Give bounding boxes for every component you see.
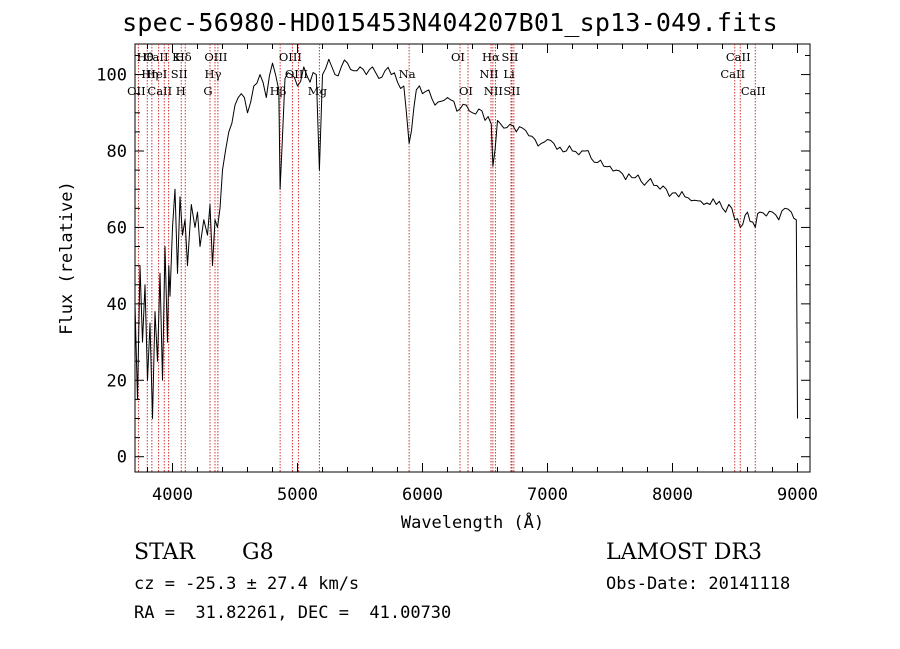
line-marker-label: SII [502, 50, 519, 64]
line-marker-label: SII [503, 84, 520, 98]
y-tick-label: 100 [96, 66, 127, 86]
line-marker-label: CaII [726, 50, 751, 64]
line-marker-label: OIII [204, 50, 227, 64]
line-marker-label: G [203, 84, 212, 98]
y-axis-label: Flux (relative) [57, 181, 77, 335]
chart-title: spec-56980-HD015453N404207B01_sp13-049.f… [122, 8, 778, 37]
line-marker-label: CaII K [144, 50, 181, 64]
line-marker-label: Hη [141, 67, 158, 81]
coordinates: RA = 31.82261, DEC = 41.00730 [134, 603, 452, 623]
line-marker-label: HeI [146, 67, 167, 81]
object-class: STAR [134, 540, 195, 565]
line-marker-label: OIII [285, 67, 308, 81]
y-tick-label: 80 [107, 142, 127, 162]
y-tick-label: 20 [107, 371, 127, 391]
obs-date: Obs-Date: 20141118 [606, 574, 791, 594]
line-marker-label: Hθ [137, 50, 154, 64]
line-marker-label: OI [459, 84, 473, 98]
line-marker-label: SII [171, 67, 188, 81]
line-marker-label: Hγ [205, 67, 222, 81]
line-marker-label: Mg [308, 84, 328, 98]
line-marker-label: Na [399, 67, 416, 81]
y-tick-label: 40 [107, 295, 127, 315]
x-tick-label: 5000 [277, 485, 318, 505]
line-marker-label: Hβ [270, 84, 287, 98]
line-marker-label: NII [484, 84, 503, 98]
x-axis-label: Wavelength (Å) [401, 511, 544, 533]
plot-frame [134, 43, 811, 473]
x-tick-label: 8000 [652, 485, 693, 505]
x-tick-label: 7000 [527, 485, 568, 505]
y-tick-label: 0 [117, 448, 127, 468]
line-marker-label: CaII H [147, 84, 185, 98]
line-marker-label: Hα [482, 50, 500, 64]
line-marker-label: CaII [720, 67, 745, 81]
survey-label: LAMOST DR3 [606, 540, 762, 565]
redshift-readout: cz = -25.3 ± 27.4 km/s [134, 574, 360, 594]
x-tick-label: 9000 [777, 485, 818, 505]
line-marker-label: Li [503, 67, 515, 81]
y-tick-label: 60 [107, 218, 127, 238]
x-tick-label: 6000 [402, 485, 443, 505]
line-marker-label: Hδ [175, 50, 192, 64]
x-tick-label: 4000 [152, 485, 193, 505]
line-marker-label: OI [451, 50, 465, 64]
spectrum-line [134, 58, 798, 419]
line-marker-label: OIII [279, 50, 302, 64]
object-subclass: G8 [242, 540, 274, 565]
line-marker-label: NII [479, 67, 498, 81]
line-marker-label: OII [127, 84, 146, 98]
line-marker-label: CaII [741, 84, 766, 98]
